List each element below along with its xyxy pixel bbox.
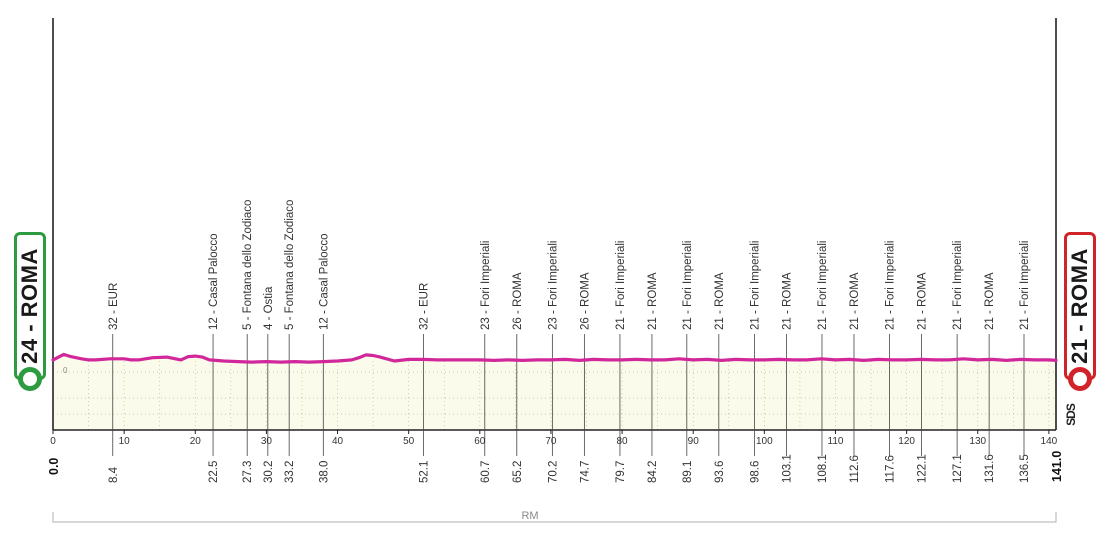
x-tick-label: 110 <box>828 436 844 447</box>
waypoint-label-14: 21 - ROMA <box>714 272 726 330</box>
waypoint-km-label-1: 22.5 <box>208 461 220 483</box>
waypoint-label-21: 21 - Fori Imperiali <box>952 241 964 330</box>
waypoint-km-label-17: 108.1 <box>817 454 829 483</box>
x-tick-label: 130 <box>969 436 986 447</box>
x-tick-label: 120 <box>898 436 915 447</box>
waypoint-km-label-4: 33.2 <box>284 461 296 483</box>
waypoint-km-label-14: 93.6 <box>714 461 726 483</box>
elevation-profile-line <box>51 352 1058 364</box>
waypoint-label-20: 21 - ROMA <box>917 272 929 330</box>
start-town-badge: 24 - ROMA <box>14 232 46 391</box>
waypoint-km-label-19: 117.6 <box>885 455 897 483</box>
waypoint-km-label-23: 136.5 <box>1019 454 1031 483</box>
waypoint-label-19: 21 - Fori Imperiali <box>885 241 897 330</box>
waypoint-label-22: 21 - ROMA <box>984 272 996 330</box>
waypoint-km-label-6: 52.1 <box>419 461 431 483</box>
x-tick-label: 0 <box>50 436 56 447</box>
profile-area <box>53 354 1056 430</box>
sds-logo: SDS <box>1064 404 1078 426</box>
waypoint-label-9: 23 - Fori Imperiali <box>547 241 559 330</box>
waypoint-label-5: 12 - Casal Palocco <box>318 233 330 330</box>
x-tick-label: 40 <box>332 436 344 447</box>
waypoint-km-label-13: 89.1 <box>682 461 694 483</box>
waypoint-km-label-22: 131.6 <box>984 454 996 483</box>
waypoint-km-label-9: 70.2 <box>547 461 559 483</box>
waypoint-label-6: 32 - EUR <box>419 283 431 330</box>
x-tick-label: 60 <box>474 436 486 447</box>
waypoint-km-label-20: 122.1 <box>917 454 929 483</box>
x-tick-label: 90 <box>688 436 700 447</box>
elevation-zero-label: 0 <box>63 366 68 375</box>
x-tick-label: 80 <box>617 436 629 447</box>
start-flag-icon <box>18 367 42 391</box>
waypoint-km-label-10: 74.7 <box>579 461 591 483</box>
waypoint-label-17: 21 - Fori Imperiali <box>817 241 829 330</box>
waypoint-label-3: 4 - Ostia <box>263 286 275 330</box>
waypoint-km-label-8: 65.2 <box>512 461 524 483</box>
waypoint-label-12: 21 - ROMA <box>647 272 659 330</box>
waypoint-label-23: 21 - Fori Imperiali <box>1019 241 1031 330</box>
waypoint-label-7: 23 - Fori Imperiali <box>480 241 492 330</box>
waypoint-km-label-16: 103.1 <box>781 454 793 483</box>
x-tick-label: 10 <box>119 436 131 447</box>
waypoint-label-8: 26 - ROMA <box>512 272 524 330</box>
waypoint-km-label-12: 84.2 <box>647 461 659 483</box>
x-tick-label: 100 <box>756 436 773 447</box>
waypoint-label-2: 5 - Fontana dello Zodiaco <box>242 200 254 330</box>
waypoint-label-18: 21 - ROMA <box>849 272 861 330</box>
waypoint-km-label-21: 127.1 <box>952 454 964 483</box>
x-tick-label: 20 <box>190 436 202 447</box>
waypoint-km-label-11: 79.7 <box>615 461 627 483</box>
x-tick-label: 70 <box>545 436 557 447</box>
x-tick-label: 140 <box>1041 436 1058 447</box>
waypoint-label-15: 21 - Fori Imperiali <box>749 241 761 330</box>
waypoint-km-label-15: 98.6 <box>749 461 761 483</box>
x-tick-label: 30 <box>261 436 273 447</box>
waypoint-label-11: 21 - Fori Imperiali <box>615 241 627 330</box>
waypoint-label-1: 12 - Casal Palocco <box>208 233 220 330</box>
waypoint-label-4: 5 - Fontana dello Zodiaco <box>284 200 296 330</box>
waypoint-km-label-18: 112.6 <box>849 455 861 483</box>
finish-total-km: 141.0 <box>1050 451 1064 482</box>
finish-town-label: 21 - ROMA <box>1067 248 1092 364</box>
x-tick-label: 50 <box>403 436 415 447</box>
finish-flag-icon <box>1068 367 1092 391</box>
waypoint-km-label-5: 38.0 <box>318 461 330 483</box>
waypoint-km-label-0: 8.4 <box>108 466 120 483</box>
waypoint-km-label-2: 27.3 <box>242 461 254 483</box>
waypoint-label-13: 21 - Fori Imperiali <box>682 241 694 330</box>
waypoint-km-label-3: 30.2 <box>263 461 275 483</box>
waypoint-label-0: 32 - EUR <box>108 283 120 330</box>
waypoint-km-label-7: 60.7 <box>480 461 492 483</box>
start-town-label: 24 - ROMA <box>17 248 42 364</box>
waypoint-label-16: 21 - ROMA <box>781 272 793 330</box>
region-bracket <box>52 512 1057 523</box>
finish-town-badge: 21 - ROMA <box>1064 232 1096 391</box>
waypoint-label-10: 26 - ROMA <box>579 272 591 330</box>
start-total-km: 0.0 <box>47 458 61 475</box>
region-label: RM <box>521 510 539 522</box>
